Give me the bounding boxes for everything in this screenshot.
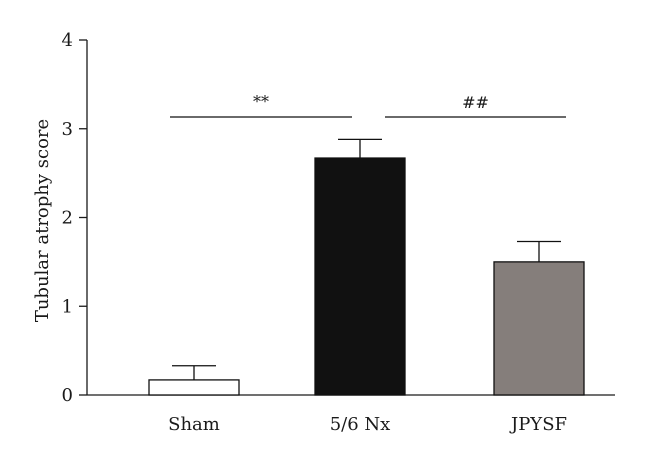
y-axis: 0 1 2 3 4 (62, 30, 88, 406)
y-tick-label-2: 2 (62, 208, 73, 229)
bars (148, 157, 585, 396)
bar-sham (148, 379, 240, 396)
y-tick-label-4: 4 (62, 30, 73, 51)
y-tick-label-3: 3 (62, 119, 73, 140)
significance-label-2: ## (462, 93, 489, 112)
bar-5-6-nx (314, 157, 406, 396)
x-tick-label-sham: Sham (168, 414, 220, 435)
x-tick-label-5-6-nx: 5/6 Nx (330, 414, 391, 435)
significance-label-1: ** (253, 92, 269, 111)
significance-annotations: ** ## (170, 92, 566, 118)
y-tick-label-1: 1 (62, 296, 73, 317)
error-bars (172, 138, 561, 380)
bar-jpysf (493, 261, 585, 396)
y-axis-title: Tubular atrophy score (32, 119, 53, 322)
x-axis: Sham 5/6 Nx JPYSF (87, 394, 615, 435)
x-tick-label-jpysf: JPYSF (509, 414, 567, 435)
y-tick-label-0: 0 (62, 385, 73, 406)
